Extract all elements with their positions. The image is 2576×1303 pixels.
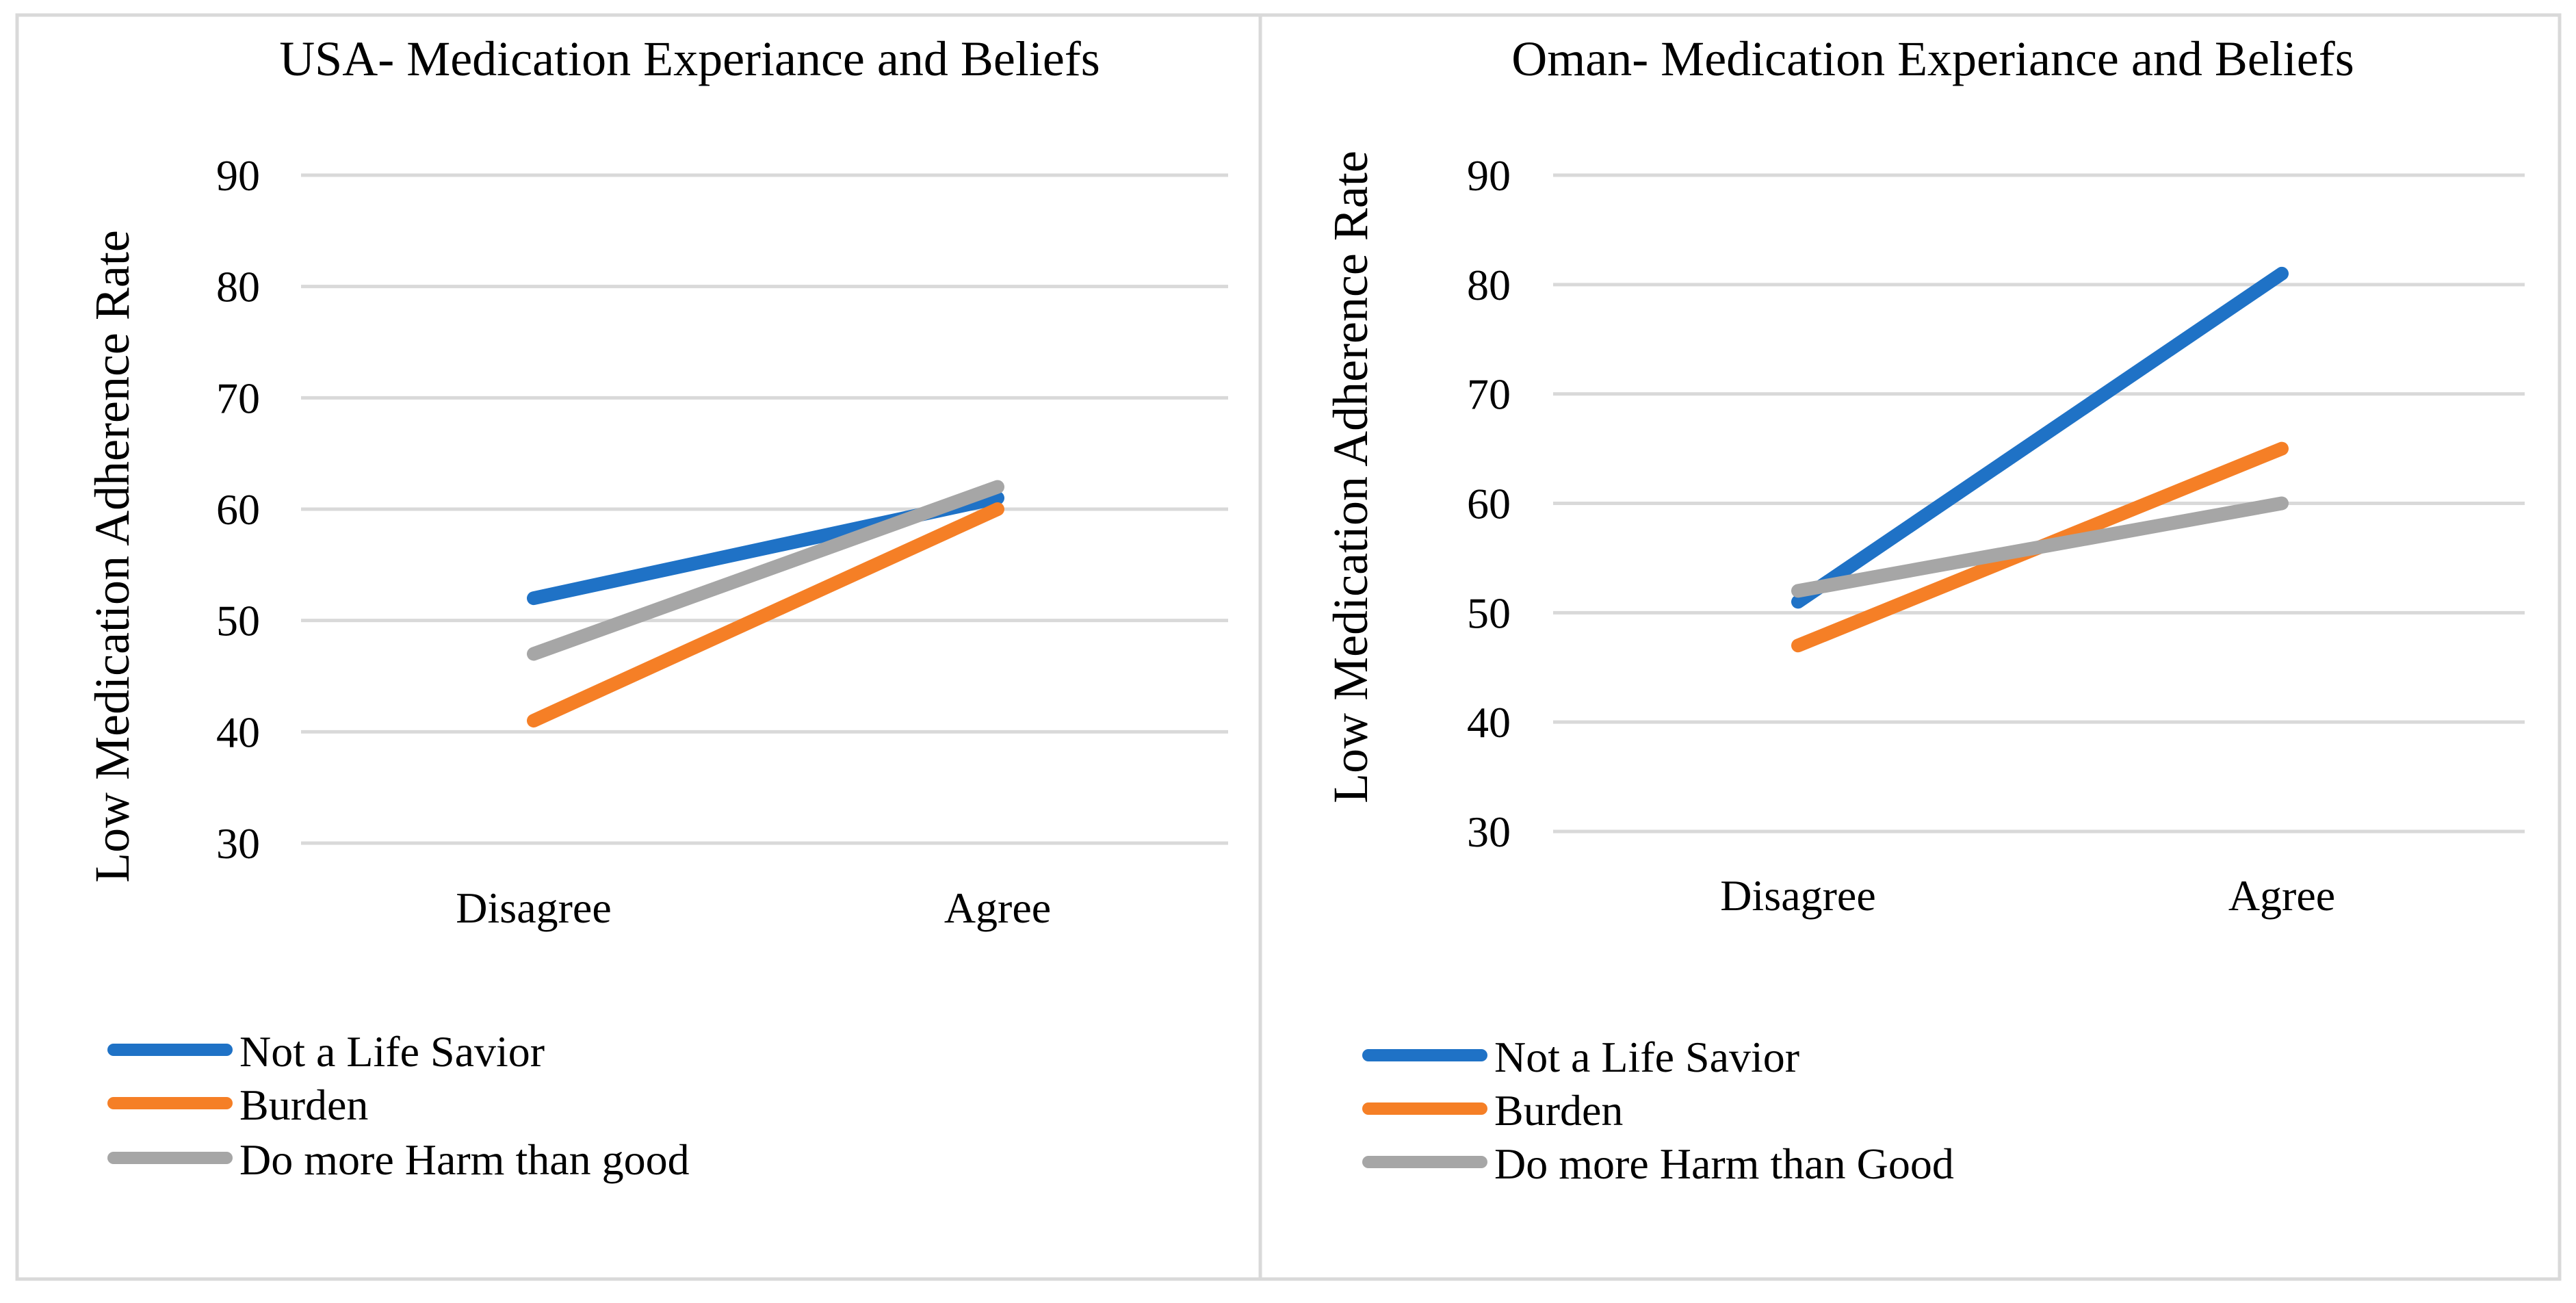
y-tick-label: 70 xyxy=(1467,370,1511,419)
y-tick-label: 60 xyxy=(216,485,260,534)
legend-label: Do more Harm than good xyxy=(239,1135,690,1184)
y-tick-label: 50 xyxy=(1467,589,1511,637)
x-tick-label: Agree xyxy=(2228,871,2335,920)
y-tick-label: 80 xyxy=(216,263,260,311)
chart-oman: Oman- Medication Experiance and Beliefs … xyxy=(1323,31,2525,1188)
series-lines xyxy=(1791,266,2289,653)
x-tick-labels: Disagree Agree xyxy=(456,883,1051,932)
y-tick-label: 90 xyxy=(216,151,260,200)
y-tick-label: 80 xyxy=(1467,261,1511,309)
y-tick-label: 40 xyxy=(216,708,260,756)
legend-label: Not a Life Savior xyxy=(1494,1033,1799,1081)
gridlines xyxy=(1553,173,2525,834)
y-tick-label: 50 xyxy=(216,597,260,645)
series-line xyxy=(527,502,1004,728)
legend-label: Burden xyxy=(239,1081,368,1129)
chart-title: USA- Medication Experiance and Beliefs xyxy=(279,31,1100,86)
x-tick-label: Disagree xyxy=(456,883,611,932)
chart-usa: USA- Medication Experiance and Beliefs L… xyxy=(85,31,1228,1184)
y-axis-label: Low Medication Adherence Rate xyxy=(85,230,140,883)
figure-frame xyxy=(15,13,2562,1281)
y-tick-label: 60 xyxy=(1467,480,1511,528)
legend-label: Not a Life Savior xyxy=(239,1027,545,1076)
y-tick-label: 90 xyxy=(1467,151,1511,200)
series-lines xyxy=(527,480,1004,728)
series-line xyxy=(1791,266,2289,609)
x-tick-label: Agree xyxy=(944,883,1051,932)
legend-label: Burden xyxy=(1494,1086,1623,1135)
y-tick-label: 70 xyxy=(216,374,260,422)
y-tick-label: 30 xyxy=(1467,808,1511,856)
chart-title: Oman- Medication Experiance and Beliefs xyxy=(1511,31,2354,86)
x-tick-labels: Disagree Agree xyxy=(1720,871,2335,920)
x-tick-label: Disagree xyxy=(1720,871,1875,920)
legend-label: Do more Harm than Good xyxy=(1494,1139,1954,1188)
y-axis-label: Low Medication Adherence Rate xyxy=(1323,151,1378,803)
y-tick-labels: 30 40 50 60 70 80 90 xyxy=(216,151,260,868)
y-tick-labels: 30 40 50 60 70 80 90 xyxy=(1467,151,1511,856)
series-line xyxy=(1791,496,2289,598)
y-tick-label: 30 xyxy=(216,819,260,868)
gridlines xyxy=(301,173,1228,845)
legend: Not a Life Savior Burden Do more Harm than… xyxy=(107,1027,690,1184)
y-tick-label: 40 xyxy=(1467,698,1511,747)
series-line xyxy=(527,480,1004,661)
